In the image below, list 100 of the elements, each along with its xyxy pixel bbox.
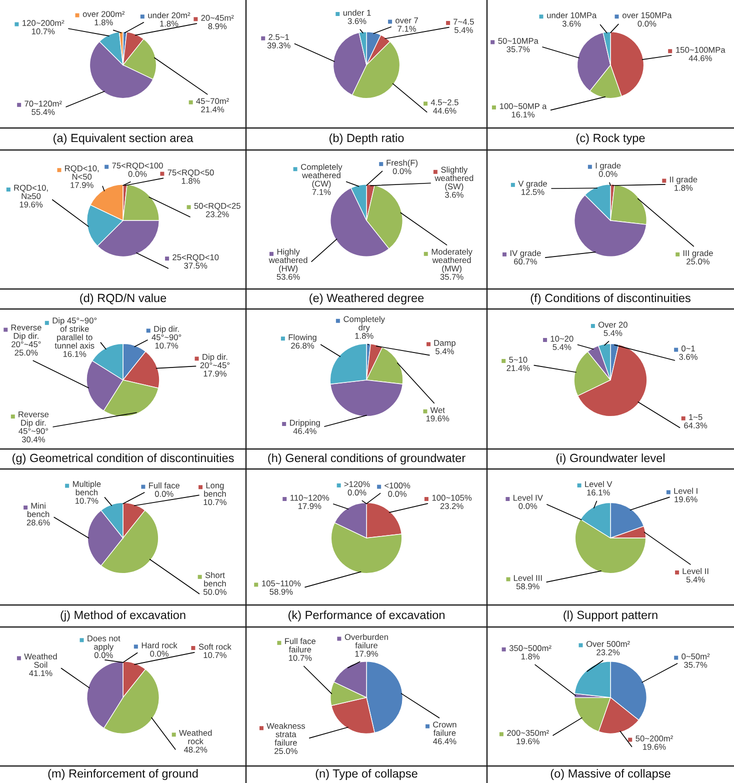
legend-label: 120~200m² xyxy=(22,20,64,26)
legend-label: 75<RQD<100 xyxy=(112,162,163,170)
legend-label: Reverse Dip dir. 20°~45° xyxy=(11,324,42,348)
data-label: 19.6% xyxy=(674,496,698,502)
data-label: 12.5% xyxy=(522,189,544,195)
data-label: 17.9% xyxy=(355,650,378,657)
data-label: 53.6% xyxy=(276,274,300,280)
legend-label: Over 20 xyxy=(598,322,628,328)
legend-label: Level V xyxy=(585,480,612,488)
legend-label: 50~200m² xyxy=(636,736,673,742)
data-label: 21.4% xyxy=(506,365,530,371)
text: (c) Rock type xyxy=(576,133,645,144)
legend-label: over 150MPa xyxy=(622,12,672,18)
legend-label: Completely weathered (CW) xyxy=(301,164,342,188)
legend-label: 200~350m² xyxy=(507,730,549,736)
data-label: 39.3% xyxy=(267,42,290,48)
text: 0.0% xyxy=(638,20,656,27)
data-label: 5.4% xyxy=(686,576,705,583)
text: 0.0% xyxy=(598,170,618,177)
text: (o) Massive of collapse xyxy=(550,768,670,780)
legend-label: Weakness strata failure xyxy=(266,722,305,746)
text: (f) Conditions of discontinuities xyxy=(530,293,690,304)
legend-label: Hard rock xyxy=(142,642,178,648)
data-label: 1.8% xyxy=(674,184,693,191)
text: (m) Reinforcement of ground xyxy=(48,768,198,780)
text: 0.0% xyxy=(94,652,113,658)
data-label: 46.4% xyxy=(293,428,316,434)
data-label: 10.7% xyxy=(204,499,226,506)
legend-label: Long bench xyxy=(204,482,226,497)
data-label: 21.4% xyxy=(201,106,224,112)
data-label: 26.8% xyxy=(291,342,314,349)
legend-label: 10~20 xyxy=(550,336,574,342)
legend-label: I grade xyxy=(596,162,621,170)
legend-label: Dripping xyxy=(290,420,320,428)
legend-label: under 1 xyxy=(343,10,371,16)
legend-label: Dip 45°~90° of strike parallel to tunnel axis xyxy=(52,317,97,349)
data-label: 5.4% xyxy=(604,330,622,336)
legend-label: Mini bench xyxy=(27,502,50,518)
text: 0.0% xyxy=(388,490,407,497)
legend-label: Flowing xyxy=(288,334,316,342)
data-label: 58.9% xyxy=(270,588,293,595)
data-label: 60.7% xyxy=(514,258,537,264)
legend-label: Full face xyxy=(149,482,180,488)
legend-label: 1~5 xyxy=(689,414,702,420)
legend-label: Weathed Soil xyxy=(24,653,57,668)
data-label: 55.4% xyxy=(32,109,55,115)
legend-label: 100~50MP a xyxy=(500,103,547,110)
data-label: 1.8% xyxy=(182,178,200,184)
legend-label: 25<RQD<10 xyxy=(172,254,219,262)
legend-label: Level I xyxy=(674,488,698,494)
legend-label: 5~10 xyxy=(509,356,528,363)
data-label: 44.6% xyxy=(433,108,456,114)
legend-label: Damp xyxy=(434,340,456,348)
legend-label: Over 500m² xyxy=(586,641,630,647)
text: 0.0% xyxy=(150,650,168,657)
data-label: 16.1% xyxy=(587,490,610,496)
data-label: 19.6% xyxy=(20,202,43,208)
legend-label: Highly weathered (HW) xyxy=(268,248,308,274)
text: (l) Support pattern xyxy=(564,610,658,622)
data-label: 41.1% xyxy=(29,670,52,676)
legend-label: Short bench xyxy=(204,572,226,586)
legend-label: Dip dir. 45°~90° xyxy=(152,326,182,340)
data-label: 7.1% xyxy=(398,26,416,32)
legend-label: under 20m² xyxy=(148,12,190,18)
legend-label: Wet xyxy=(430,407,445,414)
data-label: 46.4% xyxy=(433,738,456,744)
data-label: 23.2% xyxy=(440,503,464,510)
legend-label: 20~45m² xyxy=(201,14,234,21)
legend-label: Fresh(F) xyxy=(386,160,418,168)
legend-label: 350~500m² xyxy=(509,645,552,652)
text: (i) Groundwater level xyxy=(556,453,664,464)
legend-label: 50~10MPa xyxy=(498,38,538,44)
data-label: 23.2% xyxy=(596,649,620,656)
data-label: 10.7% xyxy=(32,28,55,34)
data-label: 10.7% xyxy=(204,652,226,658)
legend-label: Level III xyxy=(514,574,542,581)
legend-label: III grade xyxy=(683,250,713,258)
data-label: 50.0% xyxy=(203,588,226,595)
legend-label: Level II xyxy=(682,568,708,574)
legend-label: RQD<10, N<50 xyxy=(65,165,99,180)
data-label: 7.1% xyxy=(312,189,331,195)
data-label: 10.7% xyxy=(155,342,178,349)
legend-label: >120% xyxy=(344,481,370,488)
text: 0.0% xyxy=(154,490,174,497)
category-label: Level IV xyxy=(514,494,543,501)
data-label: 25.0% xyxy=(686,258,710,264)
data-label: 44.6% xyxy=(688,55,712,62)
legend-label: Multiple bench xyxy=(73,480,101,496)
data-label: 19.6% xyxy=(516,738,540,744)
data-label: 17.9% xyxy=(70,182,94,188)
legend-label: Weathed rock xyxy=(179,730,212,744)
legend-label: Overburden failure xyxy=(344,634,388,648)
data-label: 5.4% xyxy=(552,344,572,350)
text: 0.0% xyxy=(392,168,412,174)
legend-label: Soft rock xyxy=(198,644,232,650)
data-label: 58.9% xyxy=(516,583,540,590)
legend-label: RQD<10, N≥50 xyxy=(14,184,48,200)
legend-label: 150~100MPa xyxy=(676,46,726,53)
legend-label: Slightly weathered (SW) xyxy=(434,166,474,192)
legend-label: V grade xyxy=(518,180,547,188)
